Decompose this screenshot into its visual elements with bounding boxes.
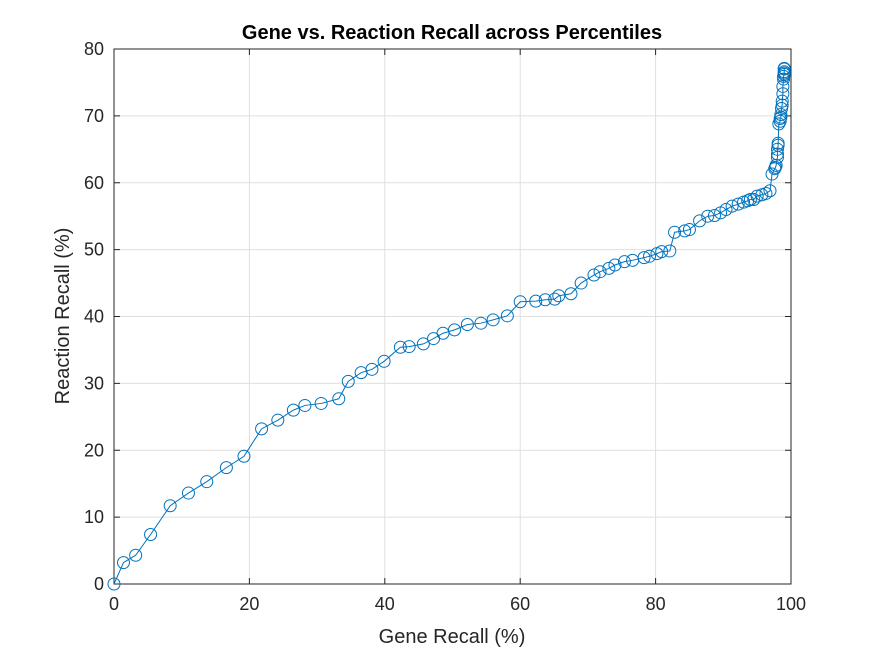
x-tick-label: 20 [239,594,259,614]
data-point-marker [332,392,346,406]
grid [114,49,791,584]
data-point-marker [538,293,552,307]
y-tick-label: 80 [84,39,104,59]
data-point-marker [763,184,777,198]
data-point-marker [617,255,631,269]
tick-labels: 0 20 40 60 80 100 0 10 20 30 40 50 60 70 80 [84,39,806,614]
data-point-marker [574,276,588,290]
data-point-marker [731,197,745,211]
data-point-marker [564,287,578,301]
y-tick-label: 0 [94,574,104,594]
y-axis-label: Reaction Recall (%) [52,228,74,405]
data-point-marker [774,108,788,122]
data-point-marker [107,577,121,591]
data-point-marker [314,396,328,410]
data-point-marker [759,186,773,200]
data-point-marker [776,87,790,101]
data-point-marker [163,499,177,513]
data-point-marker [775,94,789,108]
data-point-marker [678,224,692,238]
data-point-marker [772,117,786,131]
data-point-marker [286,403,300,417]
data-point-marker [773,114,787,128]
data-point-marker [773,112,787,126]
series-line [113,68,785,585]
data-point-marker [548,292,562,306]
data-point-marker [116,556,130,570]
data-point-marker [637,251,651,265]
data-point-marker [181,486,195,500]
data-point-marker [777,72,791,86]
data-point-marker [486,313,500,327]
y-tick-label: 30 [84,373,104,393]
data-point-marker [608,258,622,272]
data-point-marker [460,318,474,332]
data-point-marker [219,461,233,475]
x-tick-label: 60 [510,594,530,614]
data-point-marker [271,413,285,427]
data-point-marker [725,199,739,213]
data-point-marker [365,362,379,376]
data-point-marker [719,203,733,216]
data-point-marker [775,98,789,112]
data-point-marker [500,309,514,323]
y-tick-label: 50 [84,240,104,260]
data-point-marker [200,475,214,489]
y-tick-label: 60 [84,173,104,193]
x-tick-label: 40 [375,594,395,614]
data-point-marker [655,245,669,259]
data-point-marker [750,189,764,203]
data-point-marker [777,61,791,75]
tick-marks [113,48,792,585]
x-tick-label: 80 [646,594,666,614]
data-point-marker [777,65,791,79]
data-point-marker [743,192,757,206]
data-point-marker [474,316,488,330]
data-point-marker [602,261,616,275]
data-point-marker [771,136,785,150]
data-point-marker [341,374,355,388]
data-point-marker [529,294,543,308]
data-point-marker [587,268,601,282]
data-point-marker [770,147,784,161]
data-point-marker [513,295,527,309]
x-tick-label: 0 [109,594,119,614]
data-point-marker [593,265,607,279]
x-axis-label: Gene Recall (%) [379,626,526,648]
data-point-marker [298,398,312,412]
data-point-marker [643,249,657,263]
data-point-marker [129,548,143,562]
data-point-marker [448,323,462,337]
data-point-marker [377,354,391,368]
data-point-marker [682,223,696,237]
y-tick-label: 70 [84,106,104,126]
data-point-marker [144,528,158,542]
x-tick-label: 100 [776,594,806,614]
chart-title: Gene vs. Reaction Recall across Percenti… [242,22,662,44]
data-point-marker [552,289,566,303]
data-point-marker [402,340,416,354]
data-point-marker [237,449,251,463]
y-tick-label: 10 [84,507,104,527]
data-point-marker [663,244,677,258]
data-point-marker [255,422,269,436]
data-point-marker [708,209,721,223]
y-tick-label: 40 [84,307,104,327]
data-point-marker [770,142,784,156]
data-point-marker [416,337,430,351]
data-point-marker [701,209,715,223]
data-point-marker [693,214,707,228]
data-point-marker [747,192,761,206]
data-point-marker [393,340,407,354]
y-tick-label: 20 [84,440,104,460]
data-point-marker [668,225,682,239]
series [107,61,791,591]
